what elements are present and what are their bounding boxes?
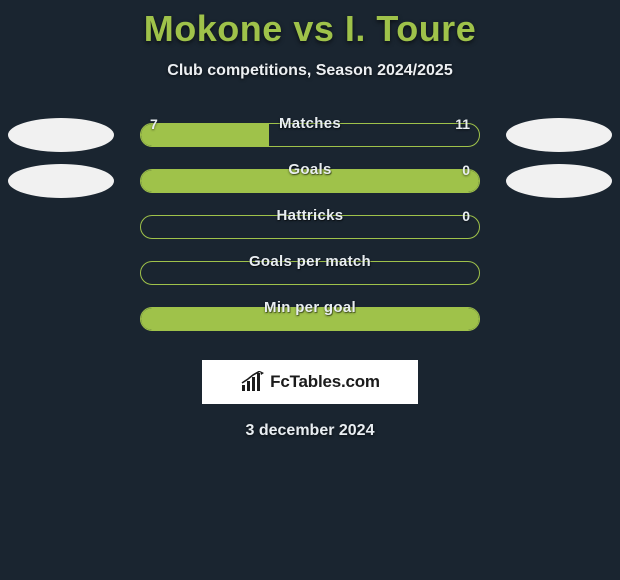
stat-bar-track bbox=[140, 261, 480, 285]
comparison-widget: Mokone vs I. Toure Club competitions, Se… bbox=[0, 0, 620, 440]
stat-bar-track bbox=[140, 123, 480, 147]
date-label: 3 december 2024 bbox=[0, 422, 620, 440]
stat-row: Goals per match bbox=[0, 250, 620, 296]
stat-bar-track bbox=[140, 215, 480, 239]
brand-logo[interactable]: FcTables.com bbox=[202, 360, 418, 404]
stat-row: Hattricks0 bbox=[0, 204, 620, 250]
stat-row: Matches711 bbox=[0, 112, 620, 158]
stat-row: Min per goal bbox=[0, 296, 620, 342]
title-player1: Mokone bbox=[144, 8, 283, 49]
brand-logo-text: FcTables.com bbox=[270, 372, 380, 392]
player-avatar-right bbox=[506, 118, 612, 152]
title-vs: vs bbox=[293, 8, 334, 49]
stat-bar-track bbox=[140, 169, 480, 193]
player-avatar-right bbox=[506, 164, 612, 198]
stat-bar-fill bbox=[141, 170, 479, 192]
player-avatar-left bbox=[8, 164, 114, 198]
stat-rows: Matches711Goals0Hattricks0Goals per matc… bbox=[0, 112, 620, 342]
subtitle: Club competitions, Season 2024/2025 bbox=[0, 62, 620, 80]
stat-bar-track bbox=[140, 307, 480, 331]
chart-icon bbox=[240, 371, 266, 393]
title-player2: I. Toure bbox=[345, 8, 476, 49]
stat-bar-fill bbox=[141, 308, 479, 330]
stat-bar-fill-left bbox=[141, 124, 269, 146]
player-avatar-left bbox=[8, 118, 114, 152]
page-title: Mokone vs I. Toure bbox=[0, 8, 620, 50]
stat-row: Goals0 bbox=[0, 158, 620, 204]
